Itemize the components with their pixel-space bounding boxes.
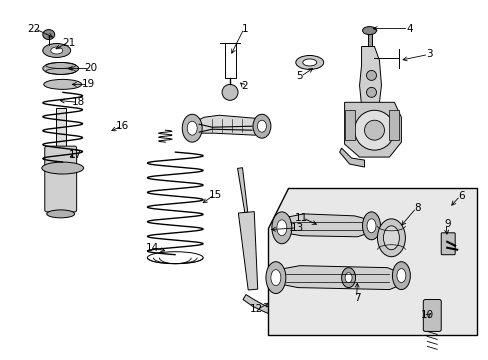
- Ellipse shape: [295, 55, 323, 69]
- Bar: [367, 31, 371, 49]
- Circle shape: [272, 311, 282, 321]
- Text: 6: 6: [457, 191, 464, 201]
- Polygon shape: [267, 188, 476, 336]
- Text: 15: 15: [208, 190, 221, 200]
- Bar: [388, 110, 399, 140]
- Circle shape: [222, 84, 238, 100]
- Text: 8: 8: [413, 203, 420, 213]
- Circle shape: [354, 110, 394, 150]
- Ellipse shape: [392, 262, 409, 289]
- Text: 18: 18: [72, 97, 85, 107]
- Ellipse shape: [51, 47, 62, 54]
- Circle shape: [364, 120, 384, 140]
- Text: 21: 21: [62, 37, 75, 48]
- Bar: [56, 108, 65, 148]
- Text: 13: 13: [290, 223, 304, 233]
- Text: 11: 11: [295, 213, 308, 223]
- Ellipse shape: [187, 121, 197, 135]
- Text: 12: 12: [249, 305, 262, 315]
- Bar: [344, 110, 354, 140]
- Ellipse shape: [42, 44, 71, 58]
- Ellipse shape: [44, 80, 81, 89]
- Ellipse shape: [42, 62, 79, 75]
- Text: 16: 16: [116, 121, 129, 131]
- Ellipse shape: [42, 30, 55, 40]
- Ellipse shape: [366, 219, 375, 233]
- Text: 3: 3: [425, 49, 432, 59]
- Polygon shape: [243, 294, 279, 316]
- Ellipse shape: [362, 212, 380, 240]
- Polygon shape: [283, 214, 369, 237]
- FancyBboxPatch shape: [440, 233, 454, 255]
- Ellipse shape: [182, 114, 202, 142]
- Text: 17: 17: [69, 150, 82, 160]
- Ellipse shape: [271, 212, 291, 244]
- Ellipse shape: [265, 262, 285, 293]
- Ellipse shape: [47, 210, 75, 218]
- Polygon shape: [359, 46, 381, 112]
- Polygon shape: [194, 115, 260, 135]
- Polygon shape: [277, 266, 399, 289]
- Polygon shape: [339, 148, 364, 167]
- Text: 22: 22: [27, 24, 41, 33]
- Ellipse shape: [377, 219, 405, 257]
- Ellipse shape: [383, 226, 399, 250]
- Text: 1: 1: [241, 24, 248, 33]
- Ellipse shape: [341, 268, 355, 288]
- Text: 2: 2: [241, 81, 248, 91]
- Text: 14: 14: [145, 243, 159, 253]
- Ellipse shape: [41, 162, 83, 174]
- Ellipse shape: [345, 273, 351, 283]
- FancyBboxPatch shape: [45, 146, 77, 212]
- FancyBboxPatch shape: [423, 300, 440, 332]
- Text: 4: 4: [405, 24, 412, 33]
- Text: 10: 10: [420, 310, 433, 320]
- Polygon shape: [238, 212, 257, 290]
- Ellipse shape: [270, 270, 280, 285]
- Polygon shape: [344, 102, 401, 157]
- Ellipse shape: [252, 114, 270, 138]
- Text: 7: 7: [353, 293, 360, 302]
- Polygon shape: [237, 168, 247, 212]
- Ellipse shape: [276, 220, 286, 236]
- Ellipse shape: [396, 269, 405, 283]
- Ellipse shape: [257, 120, 266, 132]
- Text: 5: 5: [296, 71, 303, 81]
- Text: 9: 9: [443, 219, 449, 229]
- Text: 20: 20: [84, 63, 97, 73]
- Circle shape: [366, 87, 376, 97]
- Circle shape: [366, 71, 376, 80]
- Ellipse shape: [362, 27, 376, 35]
- Ellipse shape: [302, 59, 316, 66]
- Text: 19: 19: [82, 79, 95, 89]
